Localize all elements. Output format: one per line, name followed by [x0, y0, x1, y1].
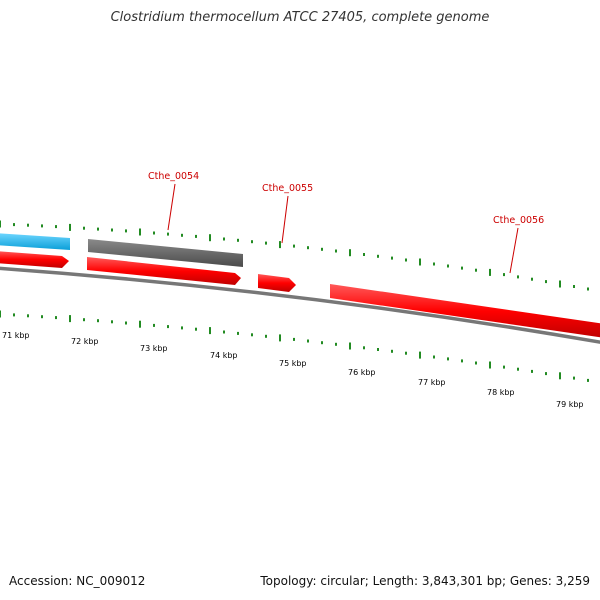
gene-label-cthe-0056[interactable]: Cthe_0056 [493, 215, 544, 226]
accession-text: Accession: NC_009012 [9, 574, 146, 588]
scale-label: 73 kbp [140, 344, 168, 353]
leader-line [281, 195, 289, 244]
map-title: Clostridium thermocellum ATCC 27405, com… [110, 10, 490, 25]
leader-line [509, 227, 519, 274]
scale-label: 79 kbp [556, 400, 584, 409]
leader-line [167, 183, 176, 231]
reverse-gene-gray[interactable] [88, 239, 243, 267]
forward-gene-cthe-0054[interactable] [87, 257, 241, 285]
forward-gene-cthe-0055[interactable] [258, 274, 296, 292]
scale-label: 72 kbp [71, 337, 99, 346]
scale-label: 76 kbp [348, 368, 376, 377]
scale-label: 77 kbp [418, 378, 446, 387]
forward-gene[interactable] [0, 251, 69, 268]
scale-label: 74 kbp [210, 351, 238, 360]
scale-label: 78 kbp [487, 388, 515, 397]
scale-label: 75 kbp [279, 359, 307, 368]
lower-tick-ring [0, 310, 589, 382]
genome-summary-text: Topology: circular; Length: 3,843,301 bp… [260, 574, 590, 588]
scale-label: 71 kbp [2, 331, 30, 340]
gene-label-cthe-0055[interactable]: Cthe_0055 [262, 183, 313, 194]
genome-backbone [0, 266, 600, 344]
forward-gene-cthe-0056[interactable] [330, 284, 600, 338]
gene-label-cthe-0054[interactable]: Cthe_0054 [148, 171, 199, 182]
reverse-gene-blue[interactable] [0, 233, 70, 250]
upper-tick-ring [0, 220, 589, 291]
